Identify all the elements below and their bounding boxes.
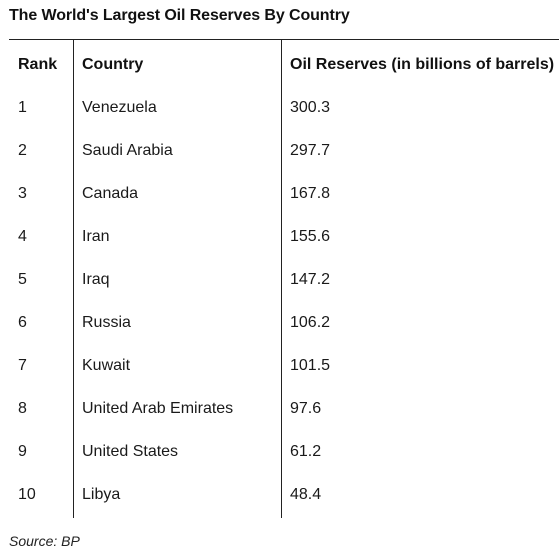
rank-cell: 5 xyxy=(18,271,27,288)
country-cell: Kuwait xyxy=(82,357,131,374)
rank-cell: 4 xyxy=(18,228,27,245)
title-rule xyxy=(9,39,559,40)
country-cell: Canada xyxy=(82,185,139,202)
table-row: 4 Iran 155.6 xyxy=(0,215,559,258)
country-cell: United States xyxy=(82,443,179,460)
oil-reserves-cell: 147.2 xyxy=(290,271,331,288)
table-header-row: Rank Country Oil Reserves (in billions o… xyxy=(0,43,559,86)
table-row: 1 Venezuela 300.3 xyxy=(0,86,559,129)
oil-reserves-cell: 48.4 xyxy=(290,486,322,503)
table-row: 5 Iraq 147.2 xyxy=(0,258,559,301)
country-cell: Libya xyxy=(82,486,121,503)
column-divider-country xyxy=(281,40,282,518)
oil-reserves-cell: 297.7 xyxy=(290,142,331,159)
oil-reserves-cell: 106.2 xyxy=(290,314,331,331)
oil-reserves-cell: 167.8 xyxy=(290,185,331,202)
country-cell: United Arab Emirates xyxy=(82,400,234,417)
rank-cell: 3 xyxy=(18,185,27,202)
table-row: 8 United Arab Emirates 97.6 xyxy=(0,387,559,430)
country-cell: Russia xyxy=(82,314,131,331)
rank-cell: 8 xyxy=(18,400,27,417)
country-cell: Saudi Arabia xyxy=(82,142,173,159)
rank-cell: 1 xyxy=(18,99,27,116)
country-cell: Iran xyxy=(82,228,110,245)
rank-cell: 10 xyxy=(18,486,36,503)
country-cell: Iraq xyxy=(82,271,110,288)
table-row: 10 Libya 48.4 xyxy=(0,473,559,516)
header-rank: Rank xyxy=(18,56,58,73)
table-row: 2 Saudi Arabia 297.7 xyxy=(0,129,559,172)
table-row: 7 Kuwait 101.5 xyxy=(0,344,559,387)
rank-cell: 6 xyxy=(18,314,27,331)
oil-reserves-cell: 155.6 xyxy=(290,228,331,245)
oil-reserves-cell: 61.2 xyxy=(290,443,322,460)
rank-cell: 2 xyxy=(18,142,27,159)
table-row: 6 Russia 106.2 xyxy=(0,301,559,344)
table-title: The World's Largest Oil Reserves By Coun… xyxy=(9,7,350,24)
header-country: Country xyxy=(82,56,144,73)
column-divider-rank xyxy=(73,40,74,518)
header-oil-reserves: Oil Reserves (in billions of barrels) xyxy=(290,56,555,73)
oil-reserves-cell: 97.6 xyxy=(290,400,322,417)
country-cell: Venezuela xyxy=(82,99,157,116)
oil-reserves-cell: 300.3 xyxy=(290,99,331,116)
rank-cell: 9 xyxy=(18,443,27,460)
rank-cell: 7 xyxy=(18,357,27,374)
table-row: 3 Canada 167.8 xyxy=(0,172,559,215)
table-row: 9 United States 61.2 xyxy=(0,430,559,473)
oil-reserves-cell: 101.5 xyxy=(290,357,331,374)
source-note: Source: BP xyxy=(9,533,80,549)
